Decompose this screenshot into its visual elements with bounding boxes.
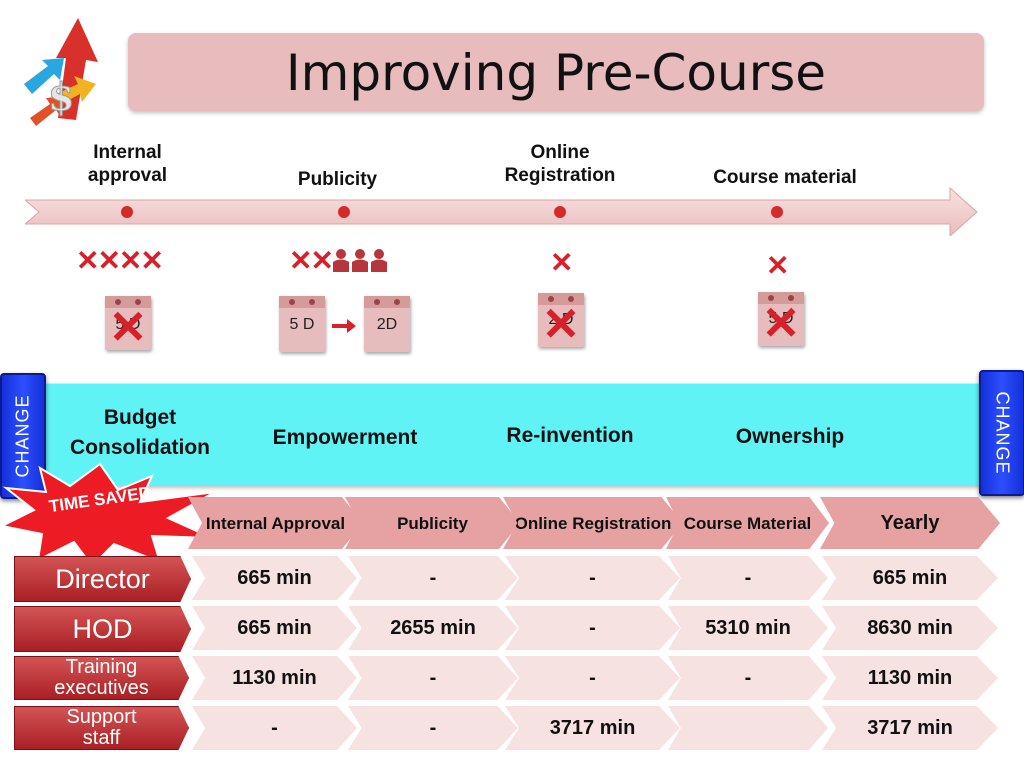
calendar-days: 5 D <box>768 310 794 327</box>
timeline-arrow <box>25 186 978 236</box>
cross-marks-group: ✕✕✕✕ <box>76 244 164 277</box>
table-cell: - <box>348 706 518 750</box>
arrow-right-icon <box>332 319 356 333</box>
calendar-icon: 2D <box>364 296 410 352</box>
calendar-days: 5 D <box>289 316 315 333</box>
title-banner: Improving Pre-Course <box>128 33 984 111</box>
cross-icon: ✕ <box>766 250 790 281</box>
band-item-re-invention: Re-invention <box>506 424 634 447</box>
table-cell: - <box>348 556 518 600</box>
timeline-dot <box>771 206 783 218</box>
cross-icon: ✕✕ <box>289 245 334 276</box>
row-label-training-executives: Training executives <box>14 656 189 700</box>
table-header: Internal Approval <box>188 497 363 549</box>
table-cell: - <box>668 556 828 600</box>
calendar-icon: 5 D <box>279 296 325 352</box>
cross-icon: ✕ <box>541 298 581 350</box>
table-cell: - <box>505 606 680 650</box>
calendar-days: 2D <box>376 316 398 333</box>
table-header: Publicity <box>345 497 520 549</box>
timeline-dot <box>121 206 133 218</box>
row-label-hod: HOD <box>14 606 191 652</box>
table-header: Course Material <box>666 497 829 549</box>
change-tab-left: CHANGE <box>0 373 46 499</box>
row-label-director: Director <box>14 556 191 602</box>
table-cell: 5310 min <box>668 606 828 650</box>
cross-icon: ✕ <box>108 301 148 353</box>
band-item-budget-consolidation: Budget Consolidation <box>70 406 210 459</box>
calendar-days: 5 D <box>115 316 141 333</box>
change-label: CHANGE <box>992 391 1013 475</box>
calendar-icon: 5 D ✕ <box>758 292 804 346</box>
stage-label-course-material: Course material <box>713 167 857 188</box>
stage-label-internal-approval: Internal approval <box>87 142 168 186</box>
svg-text:$: $ <box>48 74 74 119</box>
stage-label-online-registration: Online Registration <box>504 142 616 186</box>
table-header: Online Registration <box>503 497 683 549</box>
page-title: Improving Pre-Course <box>285 44 827 102</box>
cross-icon: ✕✕✕✕ <box>76 245 164 276</box>
timeline-dot <box>338 206 350 218</box>
table-cell <box>668 706 828 750</box>
table-cell: 1130 min <box>822 656 998 700</box>
table-cell: 3717 min <box>505 706 680 750</box>
cross-marks-group: ✕✕ <box>289 244 334 277</box>
table-cell: 665 min <box>192 606 357 650</box>
table-cell: 8630 min <box>822 606 998 650</box>
table-cell: - <box>192 706 357 750</box>
cross-icon: ✕ <box>761 297 801 349</box>
table-cell: - <box>505 556 680 600</box>
timeline-dot <box>554 206 566 218</box>
table-cell: - <box>668 656 828 700</box>
change-band <box>28 383 996 486</box>
table-cell: 665 min <box>822 556 998 600</box>
table-cell: - <box>348 656 518 700</box>
calendar-days: 2 D <box>548 311 574 328</box>
calendar-icon: 5 D ✕ <box>105 296 151 350</box>
table-cell: 665 min <box>192 556 357 600</box>
stage-label-publicity: Publicity <box>297 169 378 190</box>
people-icon <box>333 249 387 272</box>
dollar-arrows-logo-icon: $ <box>24 18 98 126</box>
band-item-empowerment: Empowerment <box>272 426 418 449</box>
change-tab-right: CHANGE <box>979 370 1024 496</box>
table-cell: 3717 min <box>822 706 998 750</box>
table-cell: 2655 min <box>348 606 518 650</box>
table-header: Yearly <box>820 497 1000 549</box>
table-cell: - <box>505 656 680 700</box>
table-cell: 1130 min <box>192 656 357 700</box>
band-item-ownership: Ownership <box>735 425 845 448</box>
cross-icon: ✕ <box>550 247 574 278</box>
time-saved-burst <box>0 462 216 568</box>
row-label-support-staff: Support staff <box>14 706 189 750</box>
calendar-icon: 2 D ✕ <box>538 293 584 347</box>
